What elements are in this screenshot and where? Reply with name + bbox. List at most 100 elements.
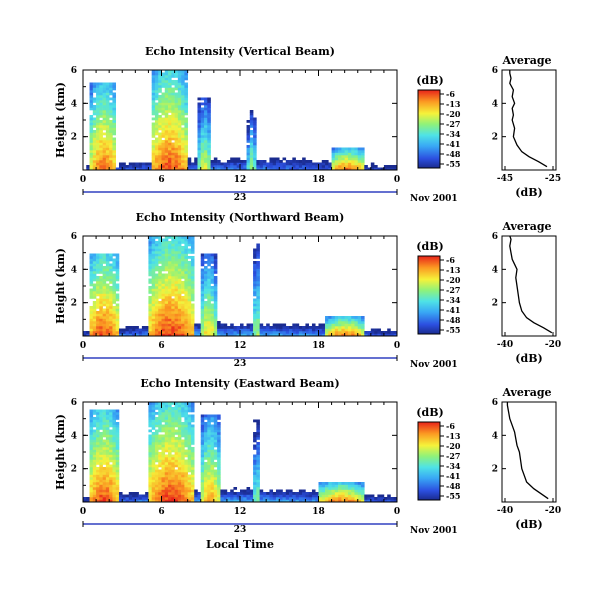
heatmap-cell [217, 457, 221, 460]
heatmap-cell [171, 107, 175, 111]
heatmap-cell [217, 323, 221, 327]
heatmap-cell [204, 467, 208, 470]
heatmap-cell [96, 120, 100, 123]
heatmap-cell [105, 308, 110, 312]
heatmap-cell [89, 291, 94, 294]
colorbar-tick-label: -34 [446, 129, 461, 139]
heatmap-cell [354, 165, 359, 168]
heatmap-cell [105, 112, 110, 116]
heatmap-cell [174, 80, 179, 83]
heatmap-cell [256, 165, 260, 168]
heatmap-cell [92, 472, 97, 475]
heatmap-cell [158, 115, 162, 118]
heatmap-cell [115, 474, 120, 478]
heatmap-cell [115, 261, 120, 264]
heatmap-cell [151, 286, 156, 289]
heatmap-cell [246, 333, 251, 337]
heatmap-cell [334, 160, 339, 163]
y-tick-label: 6 [71, 398, 77, 408]
heatmap-cell [158, 474, 162, 478]
heatmap-cell [308, 162, 313, 166]
heatmap-cell [99, 266, 103, 269]
heatmap-cell [99, 120, 103, 123]
heatmap-cell [240, 331, 244, 334]
heatmap-cell [249, 494, 254, 498]
heatmap-cell [135, 499, 139, 503]
heatmap-cell [275, 160, 280, 163]
heatmap-cell [115, 268, 120, 272]
heatmap-cell [158, 127, 162, 131]
heatmap-cell [171, 333, 175, 337]
heatmap-cell [292, 494, 296, 498]
heatmap-cell [164, 467, 169, 470]
heatmap-cell [177, 291, 182, 294]
heatmap-cell [197, 331, 202, 334]
heatmap-cell [184, 92, 188, 96]
heatmap-cell [207, 313, 211, 317]
heatmap-cell [256, 261, 260, 264]
heatmap-cell [253, 256, 257, 259]
heatmap-cell [246, 165, 251, 168]
heatmap-cell [279, 323, 283, 327]
heatmap-cell [272, 497, 277, 500]
heatmap-cell [207, 276, 211, 279]
heatmap-cell [151, 258, 156, 262]
heatmap-cell [325, 499, 329, 503]
heatmap-cell [184, 77, 188, 81]
heatmap-cell [171, 152, 175, 156]
heatmap-cell [197, 157, 202, 161]
heatmap-cell [361, 152, 365, 156]
heatmap-cell [115, 296, 120, 299]
heatmap-cell [177, 404, 182, 408]
heatmap-cell [184, 135, 188, 138]
heatmap-cell [158, 296, 162, 299]
heatmap-cell [109, 256, 113, 259]
heatmap-cell [341, 497, 345, 500]
heatmap-cell [171, 72, 175, 76]
heatmap-cell [115, 437, 120, 440]
heatmap-cell [377, 331, 381, 334]
heatmap-cell [361, 494, 365, 498]
heatmap-cell [105, 291, 110, 294]
heatmap-cell [168, 296, 172, 299]
heatmap-cell [158, 419, 162, 423]
heatmap-cell [89, 107, 94, 111]
heatmap-cell [321, 167, 326, 171]
heatmap-cell [177, 323, 182, 327]
heatmap-cell [259, 326, 264, 329]
heatmap-cell [334, 328, 339, 332]
heatmap-cell [96, 313, 100, 317]
heatmap-cell [302, 489, 306, 493]
colorbar-tick-label: -55 [446, 325, 460, 335]
heatmap-cell [115, 258, 120, 262]
heatmap-cell [151, 165, 156, 168]
heatmap-cell [210, 419, 215, 423]
heatmap-cell [168, 75, 172, 78]
heatmap-cell [181, 70, 185, 73]
heatmap-cell [181, 92, 185, 96]
heatmap-cell [168, 97, 172, 101]
heatmap-cell [334, 326, 339, 329]
heatmap-cell [102, 424, 107, 428]
heatmap-cell [325, 494, 329, 498]
heatmap-cell [177, 328, 182, 332]
heatmap-cell [200, 318, 205, 322]
heatmap-cell [200, 489, 205, 493]
heatmap-cell [109, 424, 113, 428]
heatmap-cell [243, 489, 247, 493]
heatmap-cell [318, 331, 323, 334]
heatmap-cell [217, 333, 221, 337]
heatmap-cell [158, 464, 162, 468]
heatmap-cell [151, 442, 156, 445]
heatmap-cell [190, 427, 195, 430]
heatmap-cell [92, 308, 97, 312]
heatmap-cell [190, 286, 195, 289]
heatmap-cell [171, 236, 175, 239]
heatmap-cell [292, 326, 296, 329]
heatmap-cell [190, 296, 195, 299]
heatmap-cell [158, 459, 162, 463]
heatmap-cell [168, 162, 172, 166]
heatmap-cell [187, 238, 192, 242]
heatmap-cell [112, 429, 117, 433]
heatmap-cell [181, 160, 185, 163]
